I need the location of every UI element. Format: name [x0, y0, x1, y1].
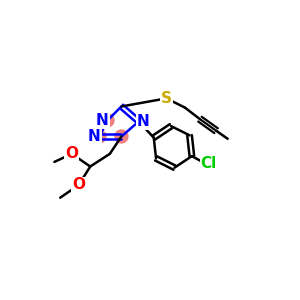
Text: Cl: Cl	[201, 155, 217, 170]
Circle shape	[115, 130, 128, 143]
Text: N: N	[137, 114, 150, 129]
Text: N: N	[96, 113, 109, 128]
Text: O: O	[72, 178, 85, 193]
Text: O: O	[65, 146, 78, 161]
Circle shape	[93, 130, 106, 143]
Text: N: N	[88, 129, 101, 144]
Circle shape	[101, 114, 114, 127]
Text: S: S	[161, 91, 172, 106]
